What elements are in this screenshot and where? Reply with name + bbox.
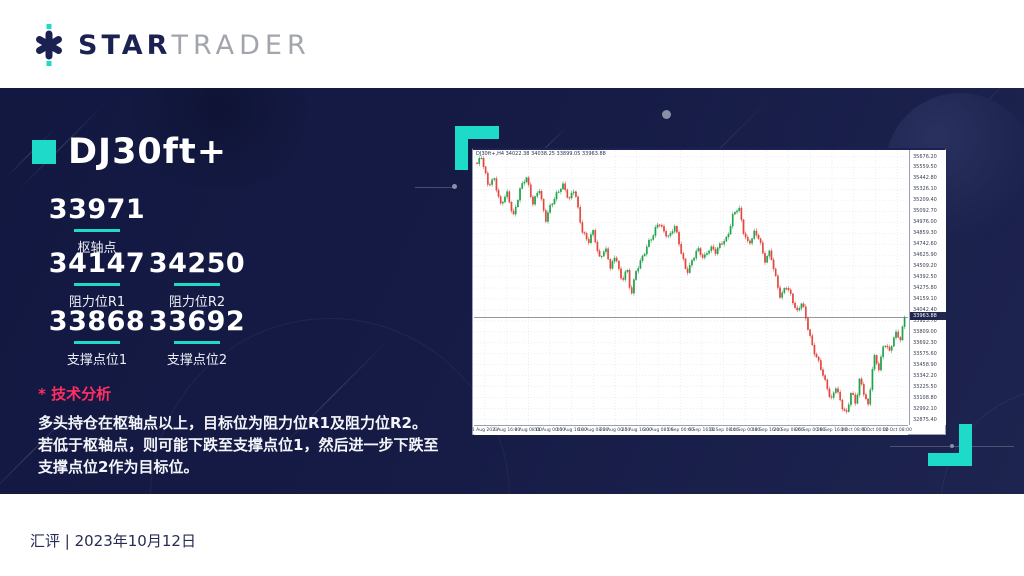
instrument-title: DJ30ft+ bbox=[68, 132, 228, 172]
support2-value: 33692 bbox=[148, 306, 246, 337]
resistance1-value: 34147 bbox=[48, 248, 146, 279]
time-tick-label: 12 Oct 08:00 bbox=[882, 428, 912, 433]
stat-underline bbox=[174, 341, 220, 344]
instrument-title-row: DJ30ft+ bbox=[32, 132, 227, 172]
analysis-line: 若低于枢轴点，则可能下跌至支撑点位1，然后进一步下跌至 bbox=[38, 436, 439, 454]
brand-trader: TRADER bbox=[171, 29, 311, 61]
time-tick-label: 23 Aug 00:00 bbox=[599, 428, 631, 433]
price-tick-label: 33342.20 bbox=[913, 372, 937, 379]
mt4-chart-window: DJ30ft+,H4 34022.38 34038.25 33899.05 33… bbox=[472, 148, 946, 435]
time-tick-label: 18 Sep 16:00 bbox=[751, 428, 782, 433]
time-tick-label: 8 Aug 08:00 bbox=[514, 428, 542, 433]
price-tick-label: 34859.30 bbox=[913, 230, 937, 237]
decor-dot bbox=[662, 110, 671, 119]
price-tick-label: 35559.50 bbox=[913, 164, 937, 171]
star-logo-icon bbox=[36, 24, 62, 66]
resistance1-stat: 34147 阻力位R1 bbox=[42, 248, 152, 310]
resistance1-label: 阻力位R1 bbox=[68, 295, 126, 310]
pivot-stat: 33971 枢轴点 bbox=[42, 194, 152, 256]
support2-label: 支撑点位2 bbox=[166, 353, 228, 368]
time-tick-label: 15 Aug 16:00 bbox=[556, 428, 587, 433]
support1-stat: 33868 支撑点位1 bbox=[42, 306, 152, 368]
main-panel: DJ30ft+ 33971 枢轴点 34147 阻力位R1 34250 阻力位R… bbox=[0, 88, 1024, 494]
stat-underline bbox=[74, 341, 120, 344]
time-tick-label: 11 Aug 00:00 bbox=[534, 428, 566, 433]
time-tick-label: 3 Aug 16:00 bbox=[492, 428, 521, 433]
footer-caption: 汇评 | 2023年10月12日 bbox=[30, 532, 196, 550]
corner-bracket-top-left bbox=[455, 126, 499, 170]
analysis-line: 支撑点位2作为目标位。 bbox=[38, 458, 199, 476]
price-tick-label: 34159.10 bbox=[913, 295, 937, 302]
price-tick-label: 34392.50 bbox=[913, 274, 937, 281]
resistance2-value: 34250 bbox=[148, 248, 246, 279]
resistance2-label: 阻力位R2 bbox=[168, 295, 226, 310]
decor-line bbox=[415, 187, 455, 188]
time-tick-label: 6 Oct 00:00 bbox=[862, 428, 889, 433]
time-tick-label: 11 Sep 08:00 bbox=[708, 428, 739, 433]
price-tick-label: 33692.30 bbox=[913, 339, 937, 346]
brand-text: STARTRADER bbox=[78, 30, 311, 61]
footer: 汇评 | 2023年10月12日 bbox=[0, 494, 1024, 576]
price-tick-label: 33809.00 bbox=[913, 328, 937, 335]
time-tick-label: 25 Aug 16:00 bbox=[621, 428, 652, 433]
support1-label: 支撑点位1 bbox=[66, 353, 128, 368]
brand-star: STAR bbox=[78, 29, 172, 61]
technical-analysis: * 技术分析 多头持仓在枢轴点以上，目标位为阻力位R1及阻力位R2。 若低于枢轴… bbox=[38, 383, 468, 478]
price-tick-label: 34275.80 bbox=[913, 285, 937, 292]
decor-dot bbox=[452, 184, 457, 189]
time-tick-label: 3 Oct 08:00 bbox=[840, 428, 867, 433]
support1-value: 33868 bbox=[48, 306, 146, 337]
time-tick-label: 1 Sep 00:00 bbox=[666, 428, 694, 433]
price-tick-label: 35209.40 bbox=[913, 197, 937, 204]
analysis-line: 多头持仓在枢轴点以上，目标位为阻力位R1及阻力位R2。 bbox=[38, 414, 427, 432]
pivot-label: 枢轴点 bbox=[77, 241, 117, 256]
price-tick-label: 35092.70 bbox=[913, 208, 937, 215]
price-tick-label: 34042.40 bbox=[913, 306, 937, 313]
resistance2-stat: 34250 阻力位R2 bbox=[142, 248, 252, 310]
price-tick-label: 33108.80 bbox=[913, 394, 937, 401]
time-tick-label: 30 Aug 08:00 bbox=[643, 428, 674, 433]
time-tick-label: 6 Sep 16:00 bbox=[688, 428, 716, 433]
price-tick-label: 35326.10 bbox=[913, 186, 937, 193]
price-tick-label: 34625.90 bbox=[913, 252, 937, 259]
support2-stat: 33692 支撑点位2 bbox=[142, 306, 252, 368]
price-tick-label: 35442.80 bbox=[913, 175, 937, 182]
title-accent-square bbox=[32, 140, 56, 164]
time-tick-label: 28 Sep 16:00 bbox=[817, 428, 848, 433]
price-tick-label: 34742.60 bbox=[913, 241, 937, 248]
current-price-tag: 33963.88 bbox=[910, 312, 946, 321]
stat-underline bbox=[174, 283, 220, 286]
price-tick-label: 34509.20 bbox=[913, 263, 937, 270]
corner-bracket-bottom-right bbox=[928, 424, 972, 466]
time-tick-label: 18 Aug 08:00 bbox=[578, 428, 609, 433]
stat-underline bbox=[74, 283, 120, 286]
price-tick-label: 34976.00 bbox=[913, 219, 937, 226]
candlestick-chart bbox=[474, 151, 908, 425]
stat-underline bbox=[74, 229, 120, 232]
time-tick-label: 26 Sep 00:00 bbox=[795, 428, 826, 433]
price-tick-label: 35676.20 bbox=[913, 153, 937, 160]
price-tick-label: 33458.90 bbox=[913, 361, 937, 368]
price-axis: 35676.20 35559.50 35442.80 35326.10 35209.40… bbox=[909, 150, 946, 425]
price-tick-label: 33575.60 bbox=[913, 350, 937, 357]
startrader-logo: STARTRADER bbox=[30, 24, 311, 66]
time-tick-label: 21 Sep 08:00 bbox=[773, 428, 804, 433]
price-tick-label: 32992.10 bbox=[913, 405, 937, 412]
time-tick-label: 1 Aug 2023 bbox=[471, 428, 498, 433]
price-tick-label: 32875.40 bbox=[913, 416, 937, 423]
pivot-value: 33971 bbox=[48, 194, 146, 225]
time-axis: 1 Aug 2023 3 Aug 16:00 8 Aug 08:00 11 Aug 0… bbox=[471, 425, 912, 435]
time-tick-label: 14 Sep 00:00 bbox=[730, 428, 761, 433]
analysis-heading: * 技术分析 bbox=[38, 385, 112, 403]
chart-symbol-ohlc: DJ30ft+,H4 34022.38 34038.25 33899.05 33… bbox=[476, 151, 606, 157]
header: STARTRADER bbox=[0, 0, 1024, 88]
price-tick-label: 33925.70 bbox=[913, 317, 937, 324]
price-tick-label: 33225.50 bbox=[913, 383, 937, 390]
